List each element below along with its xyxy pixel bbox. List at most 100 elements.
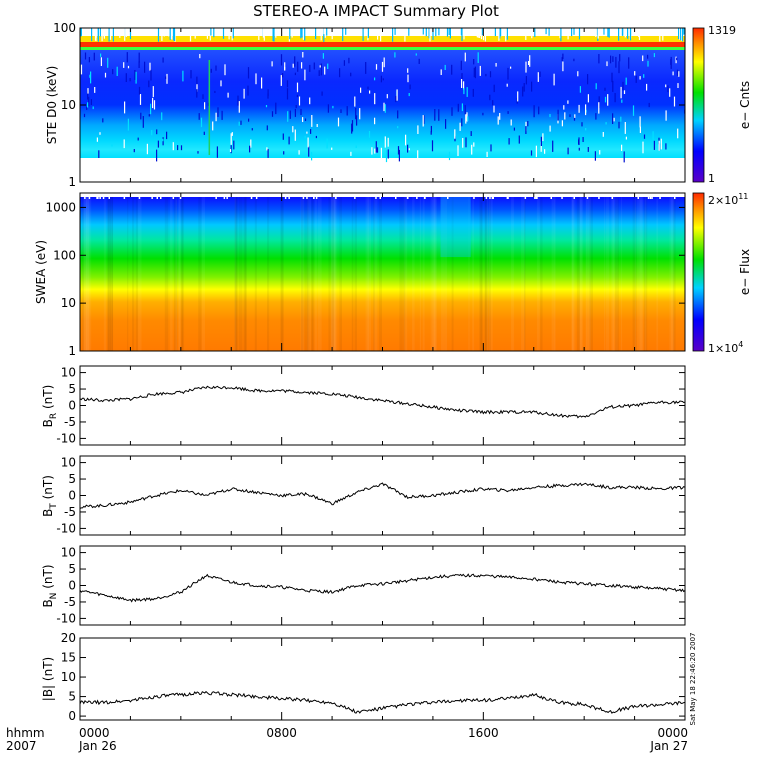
swea-variation-mark	[490, 197, 493, 351]
ste-speckle-mark	[578, 137, 580, 145]
ste-speckle-mark	[332, 105, 334, 109]
ste-speckle-mark	[653, 53, 655, 58]
swea-variation-mark	[643, 197, 648, 351]
ste-speckle-mark	[316, 124, 318, 127]
swea-gap-mark	[649, 193, 652, 199]
ste-speckle-mark	[294, 56, 296, 67]
ste-speckle-mark	[387, 137, 389, 147]
ste-speckle-mark	[196, 89, 198, 98]
ste-speckle-mark	[477, 52, 479, 63]
y-tick-label: 5	[68, 472, 76, 486]
ste-speckle-mark	[482, 112, 484, 116]
swea-variation-mark	[135, 197, 139, 351]
ste-speckle-mark	[308, 146, 310, 157]
x-tick-time: 0800	[266, 726, 297, 740]
ste-top-speckle	[428, 28, 430, 39]
ste-speckle-mark	[374, 117, 376, 125]
swea-variation-mark	[180, 197, 183, 351]
ste-speckle-mark	[157, 140, 159, 148]
panel-br: 10 5 0 -5 -10 BR (nT)	[41, 365, 686, 446]
ste-speckle-mark	[135, 71, 137, 84]
ste-top-speckle	[573, 28, 575, 35]
ste-top-speckle	[659, 28, 661, 42]
swea-gap-mark	[611, 193, 613, 199]
ste-speckle-mark	[493, 105, 495, 113]
ste-top-speckle	[231, 28, 233, 41]
y-tick-label: 15	[61, 651, 76, 665]
ste-speckle-mark	[540, 141, 542, 152]
swea-variation-mark	[280, 197, 283, 351]
ste-speckle-mark	[669, 88, 671, 97]
ste-speckle-mark	[180, 145, 183, 151]
ste-top-speckle	[209, 28, 211, 41]
ste-speckle-mark	[525, 61, 527, 73]
swea-gap-mark	[223, 193, 226, 199]
y-tick-label: -10	[56, 431, 76, 445]
swea-variation-mark	[201, 197, 205, 351]
ste-speckle-mark	[315, 135, 317, 139]
ste-speckle-mark	[197, 151, 199, 154]
ste-speckle-mark	[408, 148, 410, 151]
ste-speckle-mark	[529, 55, 531, 67]
swea-variation-mark	[84, 197, 87, 351]
ste-speckle-mark	[398, 149, 400, 162]
panel-bmag: 20 15 10 5 0 |B| (nT) Sat May 18 22:46:20 20…	[41, 631, 697, 726]
ste-speckle-mark	[381, 61, 384, 72]
ste-speckle-mark	[138, 86, 141, 95]
swea-variation-mark	[373, 197, 378, 351]
swea-gap-mark	[586, 193, 589, 199]
ste-speckle-mark	[451, 64, 453, 75]
swea-variation-mark	[669, 197, 674, 351]
ste-speckle-mark	[647, 60, 649, 67]
ste-speckle-mark	[417, 125, 419, 134]
ste-top-speckle	[300, 28, 302, 39]
ste-top-speckle	[480, 28, 483, 40]
swea-variation-mark	[312, 197, 315, 351]
ste-speckle-mark	[152, 97, 154, 109]
ste-speckle-mark	[150, 69, 152, 81]
ste-speckle-mark	[98, 150, 100, 158]
swea-gap-mark	[88, 193, 91, 199]
ste-speckle-mark	[382, 78, 384, 81]
ste-speckle-mark	[371, 147, 373, 155]
ste-top-speckle	[119, 28, 121, 38]
ste-speckle-mark	[339, 68, 341, 78]
ste-top-speckle	[112, 28, 114, 42]
ste-speckle-mark	[146, 143, 148, 155]
ste-speckle-mark	[407, 74, 409, 83]
ste-speckle-mark	[466, 87, 468, 97]
ste-speckle-mark	[286, 88, 289, 100]
ste-speckle-mark	[200, 117, 203, 128]
ste-speckle-mark	[522, 86, 524, 97]
swea-variation-mark	[304, 197, 308, 351]
swea-variation-mark	[234, 197, 237, 351]
ste-speckle-mark	[360, 87, 362, 93]
ste-speckle-mark	[199, 54, 201, 59]
ste-speckle-mark	[595, 83, 597, 90]
ste-speckle-mark	[309, 97, 311, 105]
swea-variation-mark	[137, 197, 142, 351]
ste-speckle-mark	[212, 121, 214, 131]
ste-speckle-mark	[286, 80, 289, 88]
ste-speckle-mark	[598, 54, 600, 64]
ste-top-speckle	[168, 28, 170, 37]
ste-speckle-mark	[196, 84, 198, 92]
ste-high-energy-band-yellow	[80, 36, 685, 42]
ste-speckle-mark	[544, 149, 546, 154]
swea-gap-mark	[215, 193, 217, 199]
ste-top-speckle	[320, 28, 322, 41]
ste-speckle-mark	[311, 151, 313, 161]
ste-speckle-mark	[561, 120, 563, 127]
ste-speckle-mark	[271, 111, 274, 117]
ste-speckle-mark	[267, 93, 269, 99]
ste-speckle-mark	[445, 119, 447, 129]
ste-colorbar	[692, 27, 705, 183]
ste-speckle-mark	[298, 96, 301, 106]
swea-variation-mark	[433, 197, 437, 351]
ste-speckle-mark	[133, 149, 135, 153]
ste-speckle-mark	[280, 54, 283, 66]
ste-top-speckle	[422, 28, 424, 35]
ste-speckle-mark	[577, 71, 579, 77]
ste-speckle-mark	[296, 82, 299, 93]
swea-variation-mark	[234, 197, 238, 351]
